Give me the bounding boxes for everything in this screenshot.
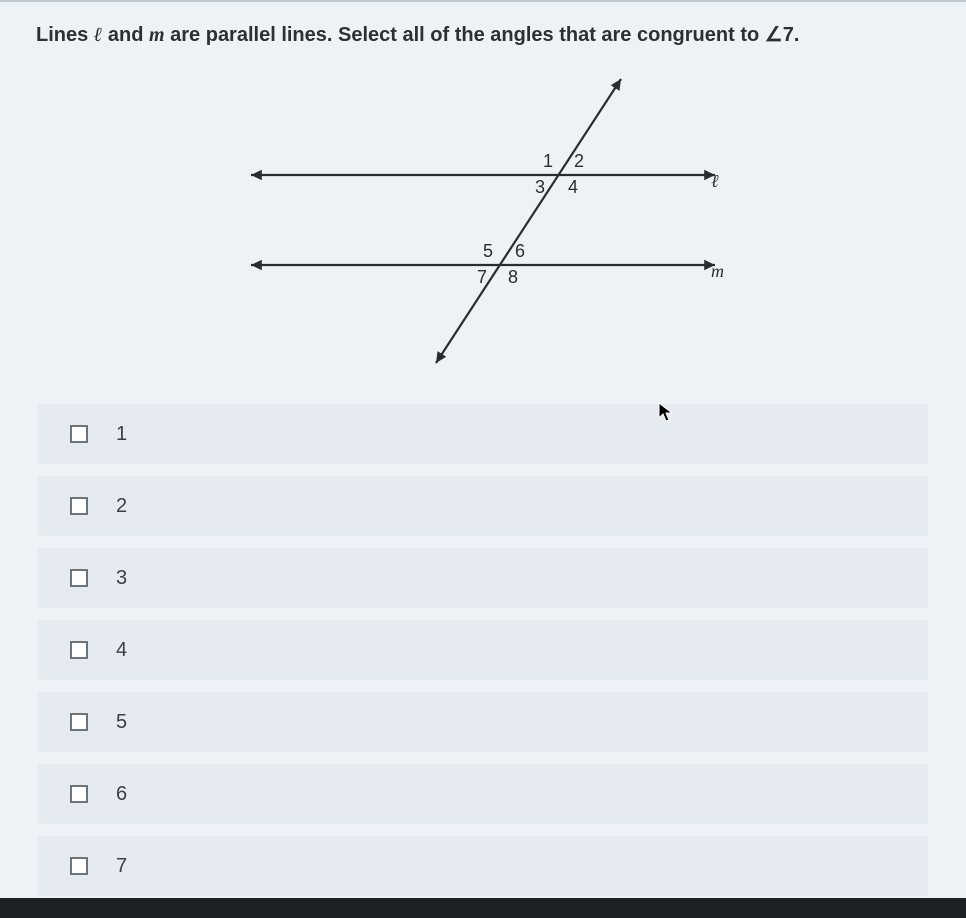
q-prefix: Lines	[36, 24, 94, 46]
option-label: 1	[116, 423, 127, 446]
option-label: 3	[116, 567, 127, 590]
checkbox-icon[interactable]	[70, 785, 88, 803]
parallel-lines-diagram: ℓ m 1 2 3 4 5 6 7 8	[223, 67, 743, 372]
diagram-svg: ℓ m 1 2 3 4 5 6 7 8	[223, 67, 743, 367]
option-row-3[interactable]: 3	[38, 548, 928, 608]
svg-text:2: 2	[574, 151, 584, 171]
option-row-1[interactable]: 1	[38, 404, 928, 464]
svg-text:3: 3	[535, 177, 545, 197]
svg-text:1: 1	[543, 151, 553, 171]
option-row-7[interactable]: 7	[38, 836, 928, 896]
option-label: 7	[116, 855, 127, 878]
worksheet-page: Lines ℓ and m are parallel lines. Select…	[0, 0, 966, 918]
svg-text:6: 6	[515, 241, 525, 261]
option-row-2[interactable]: 2	[38, 476, 928, 536]
diagram-container: ℓ m 1 2 3 4 5 6 7 8	[0, 59, 966, 396]
q-var-m: m	[149, 24, 165, 46]
svg-text:ℓ: ℓ	[711, 171, 719, 191]
svg-text:5: 5	[483, 241, 493, 261]
svg-text:8: 8	[508, 267, 518, 287]
q-rest: are parallel lines. Select all of the an…	[165, 24, 765, 46]
checkbox-icon[interactable]	[70, 641, 88, 659]
checkbox-icon[interactable]	[70, 497, 88, 515]
bottom-bar	[0, 898, 966, 918]
option-label: 2	[116, 495, 127, 518]
checkbox-icon[interactable]	[70, 569, 88, 587]
option-row-6[interactable]: 6	[38, 764, 928, 824]
checkbox-icon[interactable]	[70, 857, 88, 875]
q-mid: and	[102, 24, 149, 46]
angle-number: 7	[783, 24, 794, 46]
option-row-4[interactable]: 4	[38, 620, 928, 680]
svg-text:7: 7	[477, 267, 487, 287]
option-label: 5	[116, 711, 127, 734]
angle-symbol: ∠	[765, 24, 783, 46]
checkbox-icon[interactable]	[70, 713, 88, 731]
question-text: Lines ℓ and m are parallel lines. Select…	[0, 2, 966, 59]
q-period: .	[794, 24, 800, 46]
svg-text:4: 4	[568, 177, 578, 197]
option-row-5[interactable]: 5	[38, 692, 928, 752]
checkbox-icon[interactable]	[70, 425, 88, 443]
option-label: 6	[116, 783, 127, 806]
svg-text:m: m	[711, 261, 724, 281]
option-label: 4	[116, 639, 127, 662]
answer-options: 1 2 3 4 5 6 7	[0, 396, 966, 896]
